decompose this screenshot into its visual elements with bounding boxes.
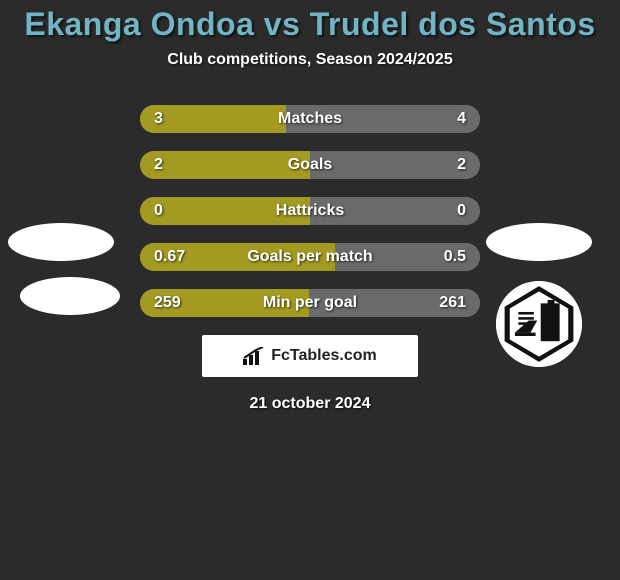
stat-row: Goals per match 0.67 0.5 bbox=[140, 243, 480, 271]
stat-fill-left bbox=[140, 151, 310, 179]
stat-value-left: 0.67 bbox=[154, 248, 185, 266]
stat-value-right: 0.5 bbox=[444, 248, 466, 266]
stat-fill-right bbox=[310, 151, 480, 179]
page-title: Ekanga Ondoa vs Trudel dos Santos bbox=[0, 6, 620, 43]
team-badge-right-crest bbox=[496, 281, 582, 367]
date-label: 21 october 2024 bbox=[0, 395, 620, 413]
stat-value-left: 0 bbox=[154, 202, 163, 220]
stat-row: Matches 3 4 bbox=[140, 105, 480, 133]
stat-row: Hattricks 0 0 bbox=[140, 197, 480, 225]
stat-value-right: 261 bbox=[439, 294, 466, 312]
brand-text: FcTables.com bbox=[271, 347, 377, 365]
stat-value-right: 2 bbox=[457, 156, 466, 174]
stats-area: Matches 3 4 Goals 2 2 Hattricks 0 0 Goals per mat… bbox=[0, 105, 620, 317]
stat-row: Min per goal 259 261 bbox=[140, 289, 480, 317]
stat-value-left: 3 bbox=[154, 110, 163, 128]
brand-badge[interactable]: FcTables.com bbox=[202, 335, 418, 377]
team-badge-right-1 bbox=[486, 223, 592, 261]
stat-label: Matches bbox=[278, 110, 342, 128]
stat-value-left: 259 bbox=[154, 294, 181, 312]
stat-row: Goals 2 2 bbox=[140, 151, 480, 179]
subtitle: Club competitions, Season 2024/2025 bbox=[0, 51, 620, 69]
crest-icon bbox=[496, 281, 582, 367]
stat-value-right: 0 bbox=[457, 202, 466, 220]
stat-label: Goals bbox=[288, 156, 332, 174]
bar-chart-icon bbox=[243, 347, 265, 365]
stat-label: Min per goal bbox=[263, 294, 357, 312]
comparison-card: Ekanga Ondoa vs Trudel dos Santos Club c… bbox=[0, 0, 620, 413]
team-badge-left-2 bbox=[20, 277, 120, 315]
stat-label: Hattricks bbox=[276, 202, 344, 220]
stat-value-left: 2 bbox=[154, 156, 163, 174]
stat-label: Goals per match bbox=[247, 248, 372, 266]
team-badge-left-1 bbox=[8, 223, 114, 261]
stat-value-right: 4 bbox=[457, 110, 466, 128]
